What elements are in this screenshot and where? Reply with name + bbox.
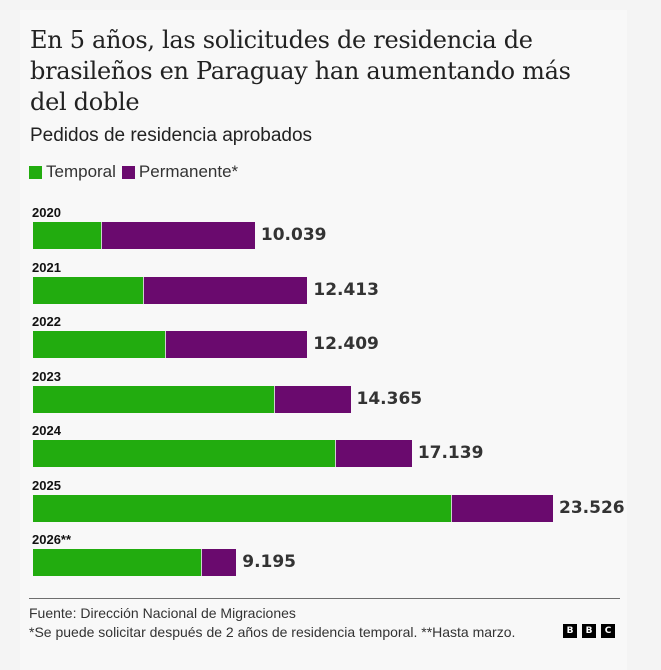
legend-swatch-permanente — [121, 165, 135, 179]
total-value-label: 12.409 — [313, 334, 379, 354]
legend-swatch-temporal — [29, 165, 42, 179]
bar-segment-temporal — [33, 440, 337, 467]
stacked-bar-chart: 2020 10.039 2021 12.413 2022 12.409 2023 14.365… — [32, 205, 625, 576]
year-label: 2023 — [32, 369, 61, 384]
year-label: 2025 — [32, 478, 61, 493]
total-value-label: 17.139 — [417, 443, 484, 463]
bar-segment-permanente — [336, 440, 412, 467]
bbc-logo: B B C — [563, 624, 620, 638]
bar-segment-permanente — [143, 277, 308, 304]
year-label: 2022 — [32, 314, 61, 329]
bar-segment-temporal — [33, 495, 452, 522]
footnote-text: *Se puede solicitar después de 2 años de… — [29, 624, 516, 640]
footer-divider — [29, 598, 620, 599]
bbc-logo-block: B — [582, 624, 596, 638]
legend-label-temporal: Temporal — [46, 162, 116, 181]
legend-label-permanente: Permanente* — [138, 162, 239, 181]
bbc-logo-block: C — [601, 624, 615, 638]
bar-segment-permanente — [101, 222, 255, 249]
total-value-label: 12.413 — [313, 280, 379, 300]
bar-segment-temporal — [33, 386, 276, 413]
legend-item-temporal: Temporal — [29, 162, 116, 182]
bar-segment-temporal — [33, 222, 102, 249]
bar-segment-permanente — [275, 386, 351, 413]
legend-item-permanente: Permanente* — [121, 162, 239, 182]
total-value-label: 23.526 — [559, 498, 625, 518]
bar-segment-temporal — [33, 331, 167, 358]
total-value-label: 10.039 — [260, 225, 327, 245]
chart-subtitle: Pedidos de residencia aprobados — [30, 125, 313, 146]
bbc-logo-block: B — [563, 624, 577, 638]
year-label: 2024 — [32, 423, 61, 438]
year-label: 2020 — [32, 205, 61, 220]
total-value-label: 14.365 — [356, 389, 423, 409]
bar-segment-permanente — [451, 495, 553, 522]
bar-segment-permanente — [202, 549, 237, 576]
source-text: Fuente: Dirección Nacional de Migracione… — [29, 605, 296, 621]
chart-title: En 5 años, las solicitudes de residencia… — [30, 26, 571, 116]
year-label: 2021 — [32, 260, 61, 275]
bar-segment-temporal — [33, 549, 203, 576]
footer: Fuente: Dirección Nacional de Migracione… — [29, 604, 549, 642]
bar-segment-temporal — [33, 277, 144, 304]
bar-segment-permanente — [166, 331, 308, 358]
year-label: 2026** — [32, 532, 72, 547]
total-value-label: 9.195 — [242, 552, 297, 572]
legend: Temporal Permanente* — [29, 162, 244, 182]
